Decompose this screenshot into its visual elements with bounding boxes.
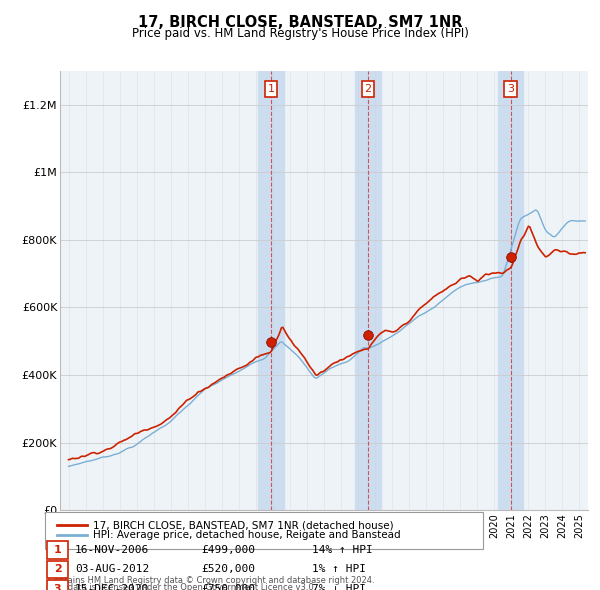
Bar [355, 71, 381, 510]
Text: Contains HM Land Registry data © Crown copyright and database right 2024.: Contains HM Land Registry data © Crown c… [48, 576, 374, 585]
Text: 17, BIRCH CLOSE, BANSTEAD, SM7 1NR: 17, BIRCH CLOSE, BANSTEAD, SM7 1NR [138, 15, 462, 30]
Text: 1: 1 [54, 545, 61, 555]
Text: 14% ↑ HPI: 14% ↑ HPI [312, 545, 373, 555]
Text: Price paid vs. HM Land Registry's House Price Index (HPI): Price paid vs. HM Land Registry's House … [131, 27, 469, 40]
Text: 2: 2 [54, 565, 61, 574]
Text: £520,000: £520,000 [201, 565, 255, 574]
Text: 03-AUG-2012: 03-AUG-2012 [75, 565, 149, 574]
Text: HPI: Average price, detached house, Reigate and Banstead: HPI: Average price, detached house, Reig… [93, 530, 401, 540]
Text: 1: 1 [268, 84, 274, 94]
Text: 3: 3 [507, 84, 514, 94]
Text: 17, BIRCH CLOSE, BANSTEAD, SM7 1NR (detached house): 17, BIRCH CLOSE, BANSTEAD, SM7 1NR (deta… [93, 520, 394, 530]
Bar [498, 71, 523, 510]
Text: 7% ↓ HPI: 7% ↓ HPI [312, 584, 366, 590]
Text: 15-DEC-2020: 15-DEC-2020 [75, 584, 149, 590]
Text: 1% ↑ HPI: 1% ↑ HPI [312, 565, 366, 574]
Text: 16-NOV-2006: 16-NOV-2006 [75, 545, 149, 555]
Text: 3: 3 [54, 584, 61, 590]
Text: £750,000: £750,000 [201, 584, 255, 590]
Bar [258, 71, 284, 510]
Text: £499,000: £499,000 [201, 545, 255, 555]
Text: This data is licensed under the Open Government Licence v3.0.: This data is licensed under the Open Gov… [48, 583, 316, 590]
Text: 2: 2 [364, 84, 371, 94]
